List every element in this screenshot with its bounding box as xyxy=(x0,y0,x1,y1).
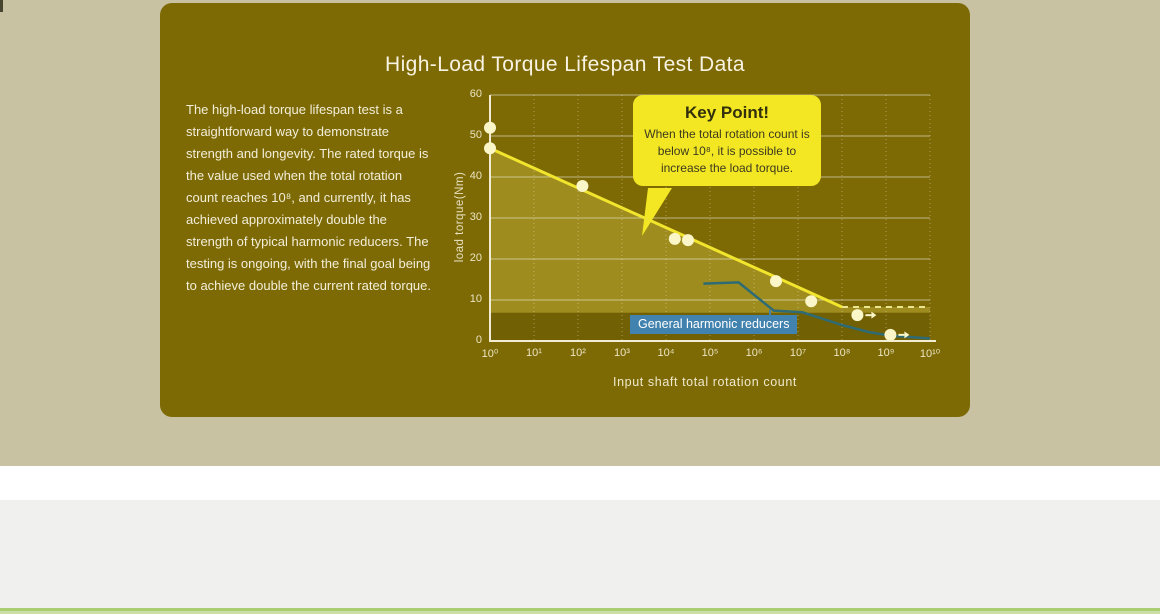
y-axis-label: load torque(Nm) xyxy=(454,171,466,263)
y-tick-label: 40 xyxy=(469,170,482,182)
y-tick-label: 30 xyxy=(469,211,482,223)
x-tick-label: 10² xyxy=(570,347,586,359)
y-tick-label: 0 xyxy=(475,334,482,346)
prototype-line xyxy=(489,146,843,309)
under-curve-fill xyxy=(490,148,930,313)
data-point xyxy=(805,295,818,308)
y-tick-label: 50 xyxy=(469,129,482,141)
x-tick-label: 10¹ xyxy=(526,347,542,359)
data-point xyxy=(668,232,681,245)
x-tick-label: 10⁸ xyxy=(833,347,851,359)
data-point xyxy=(884,328,897,341)
corner-notch xyxy=(0,0,3,12)
data-point xyxy=(576,180,589,193)
description-text: The high-load torque lifespan test is a … xyxy=(186,102,431,293)
torque-test-panel: High-Load Torque Lifespan Test Data The … xyxy=(160,3,970,417)
x-tick-label: 10⁰ xyxy=(481,348,499,360)
data-point xyxy=(682,234,694,247)
key-point-title: Key Point! xyxy=(684,103,770,122)
chart-canvas xyxy=(484,94,936,342)
general-harmonic-reducers-label: General harmonic reducers xyxy=(630,315,798,334)
x-tick-label: 10⁴ xyxy=(657,347,675,359)
x-tick-label: 10⁷ xyxy=(789,347,807,359)
x-tick-label: 10⁹ xyxy=(877,347,895,359)
x-tick-label: 10¹⁰ xyxy=(919,348,941,360)
lifespan-chart: 0 10 20 30 40 50 60 10⁰ 10¹ 10² 10³ 10⁴ 10⁵ 10⁶ 10⁷ 10… xyxy=(440,85,970,400)
data-point xyxy=(484,142,496,155)
panel-title: High-Load Torque Lifespan Test Data xyxy=(385,53,745,77)
data-point xyxy=(770,275,782,288)
key-point-callout: Key Point! When the total rotation count… xyxy=(633,95,821,186)
x-axis-label: Input shaft total rotation count xyxy=(613,375,797,389)
footer: μ Lab. amazing innovations for the futur… xyxy=(0,500,1160,608)
x-tick-label: 10⁶ xyxy=(745,347,763,359)
arrow-head-icon xyxy=(904,331,910,339)
y-tick-label: 20 xyxy=(469,252,482,264)
arrow-head-icon xyxy=(871,311,877,319)
white-band xyxy=(0,466,1160,500)
bottom-green-bar xyxy=(0,608,1160,614)
y-tick-label: 60 xyxy=(469,88,482,100)
key-point-body: When the total rotation count is below 1… xyxy=(644,127,810,175)
data-point xyxy=(484,121,496,134)
axes xyxy=(489,95,936,342)
data-point xyxy=(851,309,864,322)
x-tick-label: 10³ xyxy=(614,347,630,359)
key-point-tail xyxy=(642,188,672,236)
x-tick-label: 10⁵ xyxy=(701,347,719,359)
y-tick-label: 10 xyxy=(469,293,482,305)
